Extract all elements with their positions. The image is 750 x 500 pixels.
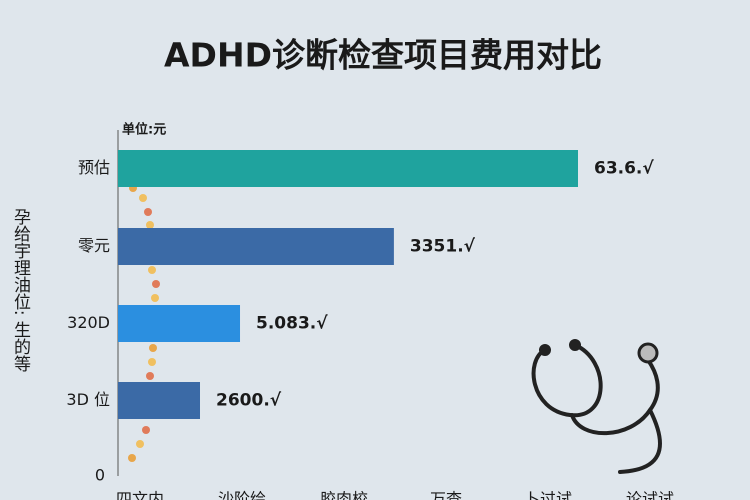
- beads: [128, 184, 160, 462]
- bottom-label: 卜过试: [524, 490, 572, 500]
- chart-title: ADHD诊断检查项目费用对比: [164, 36, 602, 75]
- value-label: 3351.√: [410, 237, 476, 257]
- bar: [118, 305, 241, 342]
- bar: [118, 382, 201, 419]
- value-label: 5.083.√: [256, 314, 328, 334]
- value-label: 63.6.√: [594, 159, 654, 179]
- value-label: 2600.√: [216, 391, 282, 411]
- category-label: 预估: [78, 158, 110, 177]
- bottom-label: 沙阶绘: [218, 490, 266, 500]
- y-axis-title: 孕给宇理油位: 生的等: [10, 208, 31, 372]
- category-label: 零元: [78, 236, 110, 255]
- bottom-label: 万查: [430, 490, 462, 500]
- bottom-label: 胶肉校: [320, 490, 368, 500]
- bar: [118, 150, 578, 187]
- x-tick-label: 0: [95, 466, 105, 485]
- category-label: 320D: [67, 313, 110, 332]
- bottom-label: 论试试: [626, 490, 674, 500]
- category-label: 3D 位: [66, 390, 110, 409]
- stethoscope: [531, 339, 662, 474]
- bar: [118, 228, 394, 265]
- bottom-label: 四文内: [116, 490, 164, 500]
- unit-label: 单位:元: [122, 122, 166, 138]
